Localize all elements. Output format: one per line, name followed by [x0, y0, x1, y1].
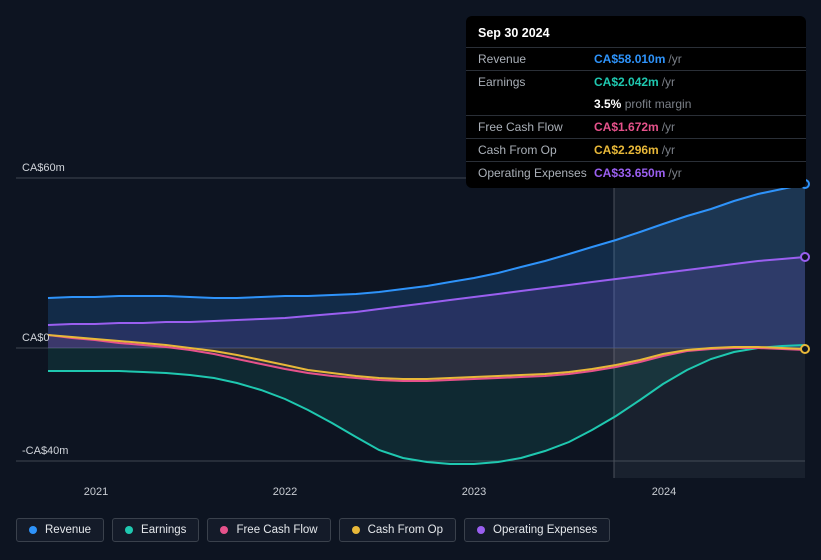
legend-dot-icon — [125, 526, 133, 534]
legend-item-fcf[interactable]: Free Cash Flow — [207, 518, 330, 542]
y-axis-tick-label: CA$60m — [22, 162, 65, 174]
x-axis-tick-label: 2024 — [652, 486, 676, 498]
legend-item-opex[interactable]: Operating Expenses — [464, 518, 610, 542]
x-axis-tick-label: 2022 — [273, 486, 297, 498]
tooltip-metric-value: CA$58.010m — [594, 50, 665, 68]
legend-item-cfo[interactable]: Cash From Op — [339, 518, 456, 542]
legend-item-label: Earnings — [141, 524, 186, 536]
tooltip-metric-unit: /yr — [668, 50, 681, 68]
tooltip-metric-value: CA$2.042m — [594, 73, 659, 91]
legend: Revenue Earnings Free Cash Flow Cash From O… — [16, 518, 610, 542]
y-axis-tick-label: -CA$40m — [22, 445, 68, 457]
x-axis-tick-label: 2023 — [462, 486, 486, 498]
legend-item-revenue[interactable]: Revenue — [16, 518, 104, 542]
tooltip-metric-label: Free Cash Flow — [478, 118, 594, 136]
financials-chart: { "tooltip": { "date": "Sep 30 2024", "r… — [0, 0, 821, 560]
tooltip-metric-unit: /yr — [662, 141, 675, 159]
tooltip-row: EarningsCA$2.042m/yr — [466, 70, 806, 93]
tooltip-row: Operating ExpensesCA$33.650m/yr — [466, 161, 806, 184]
legend-item-label: Revenue — [45, 524, 91, 536]
legend-item-label: Cash From Op — [368, 524, 443, 536]
tooltip-metric-label: Revenue — [478, 50, 594, 68]
legend-item-label: Operating Expenses — [493, 524, 597, 536]
tooltip-row: RevenueCA$58.010m/yr — [466, 47, 806, 70]
tooltip-metric-unit: /yr — [668, 164, 681, 182]
tooltip-row: Free Cash FlowCA$1.672m/yr — [466, 115, 806, 138]
tooltip-metric-value: CA$33.650m — [594, 164, 665, 182]
tooltip-metric-label: Earnings — [478, 73, 594, 91]
tooltip-metric-label: Cash From Op — [478, 141, 594, 159]
x-axis-tick-label: 2021 — [84, 486, 108, 498]
legend-dot-icon — [352, 526, 360, 534]
tooltip-subline: 3.5% profit margin — [466, 93, 806, 115]
tooltip-metric-unit: /yr — [662, 73, 675, 91]
legend-dot-icon — [29, 526, 37, 534]
tooltip-row: Cash From OpCA$2.296m/yr — [466, 138, 806, 161]
tooltip-metric-value: CA$2.296m — [594, 141, 659, 159]
tooltip-metric-unit: /yr — [662, 118, 675, 136]
y-axis-tick-label: CA$0 — [22, 332, 50, 344]
legend-item-label: Free Cash Flow — [236, 524, 317, 536]
legend-dot-icon — [220, 526, 228, 534]
legend-dot-icon — [477, 526, 485, 534]
tooltip-metric-value: CA$1.672m — [594, 118, 659, 136]
hover-tooltip: Sep 30 2024 RevenueCA$58.010m/yrEarnings… — [466, 16, 806, 188]
legend-item-earnings[interactable]: Earnings — [112, 518, 199, 542]
tooltip-metric-label: Operating Expenses — [478, 164, 594, 182]
tooltip-date: Sep 30 2024 — [466, 24, 806, 47]
